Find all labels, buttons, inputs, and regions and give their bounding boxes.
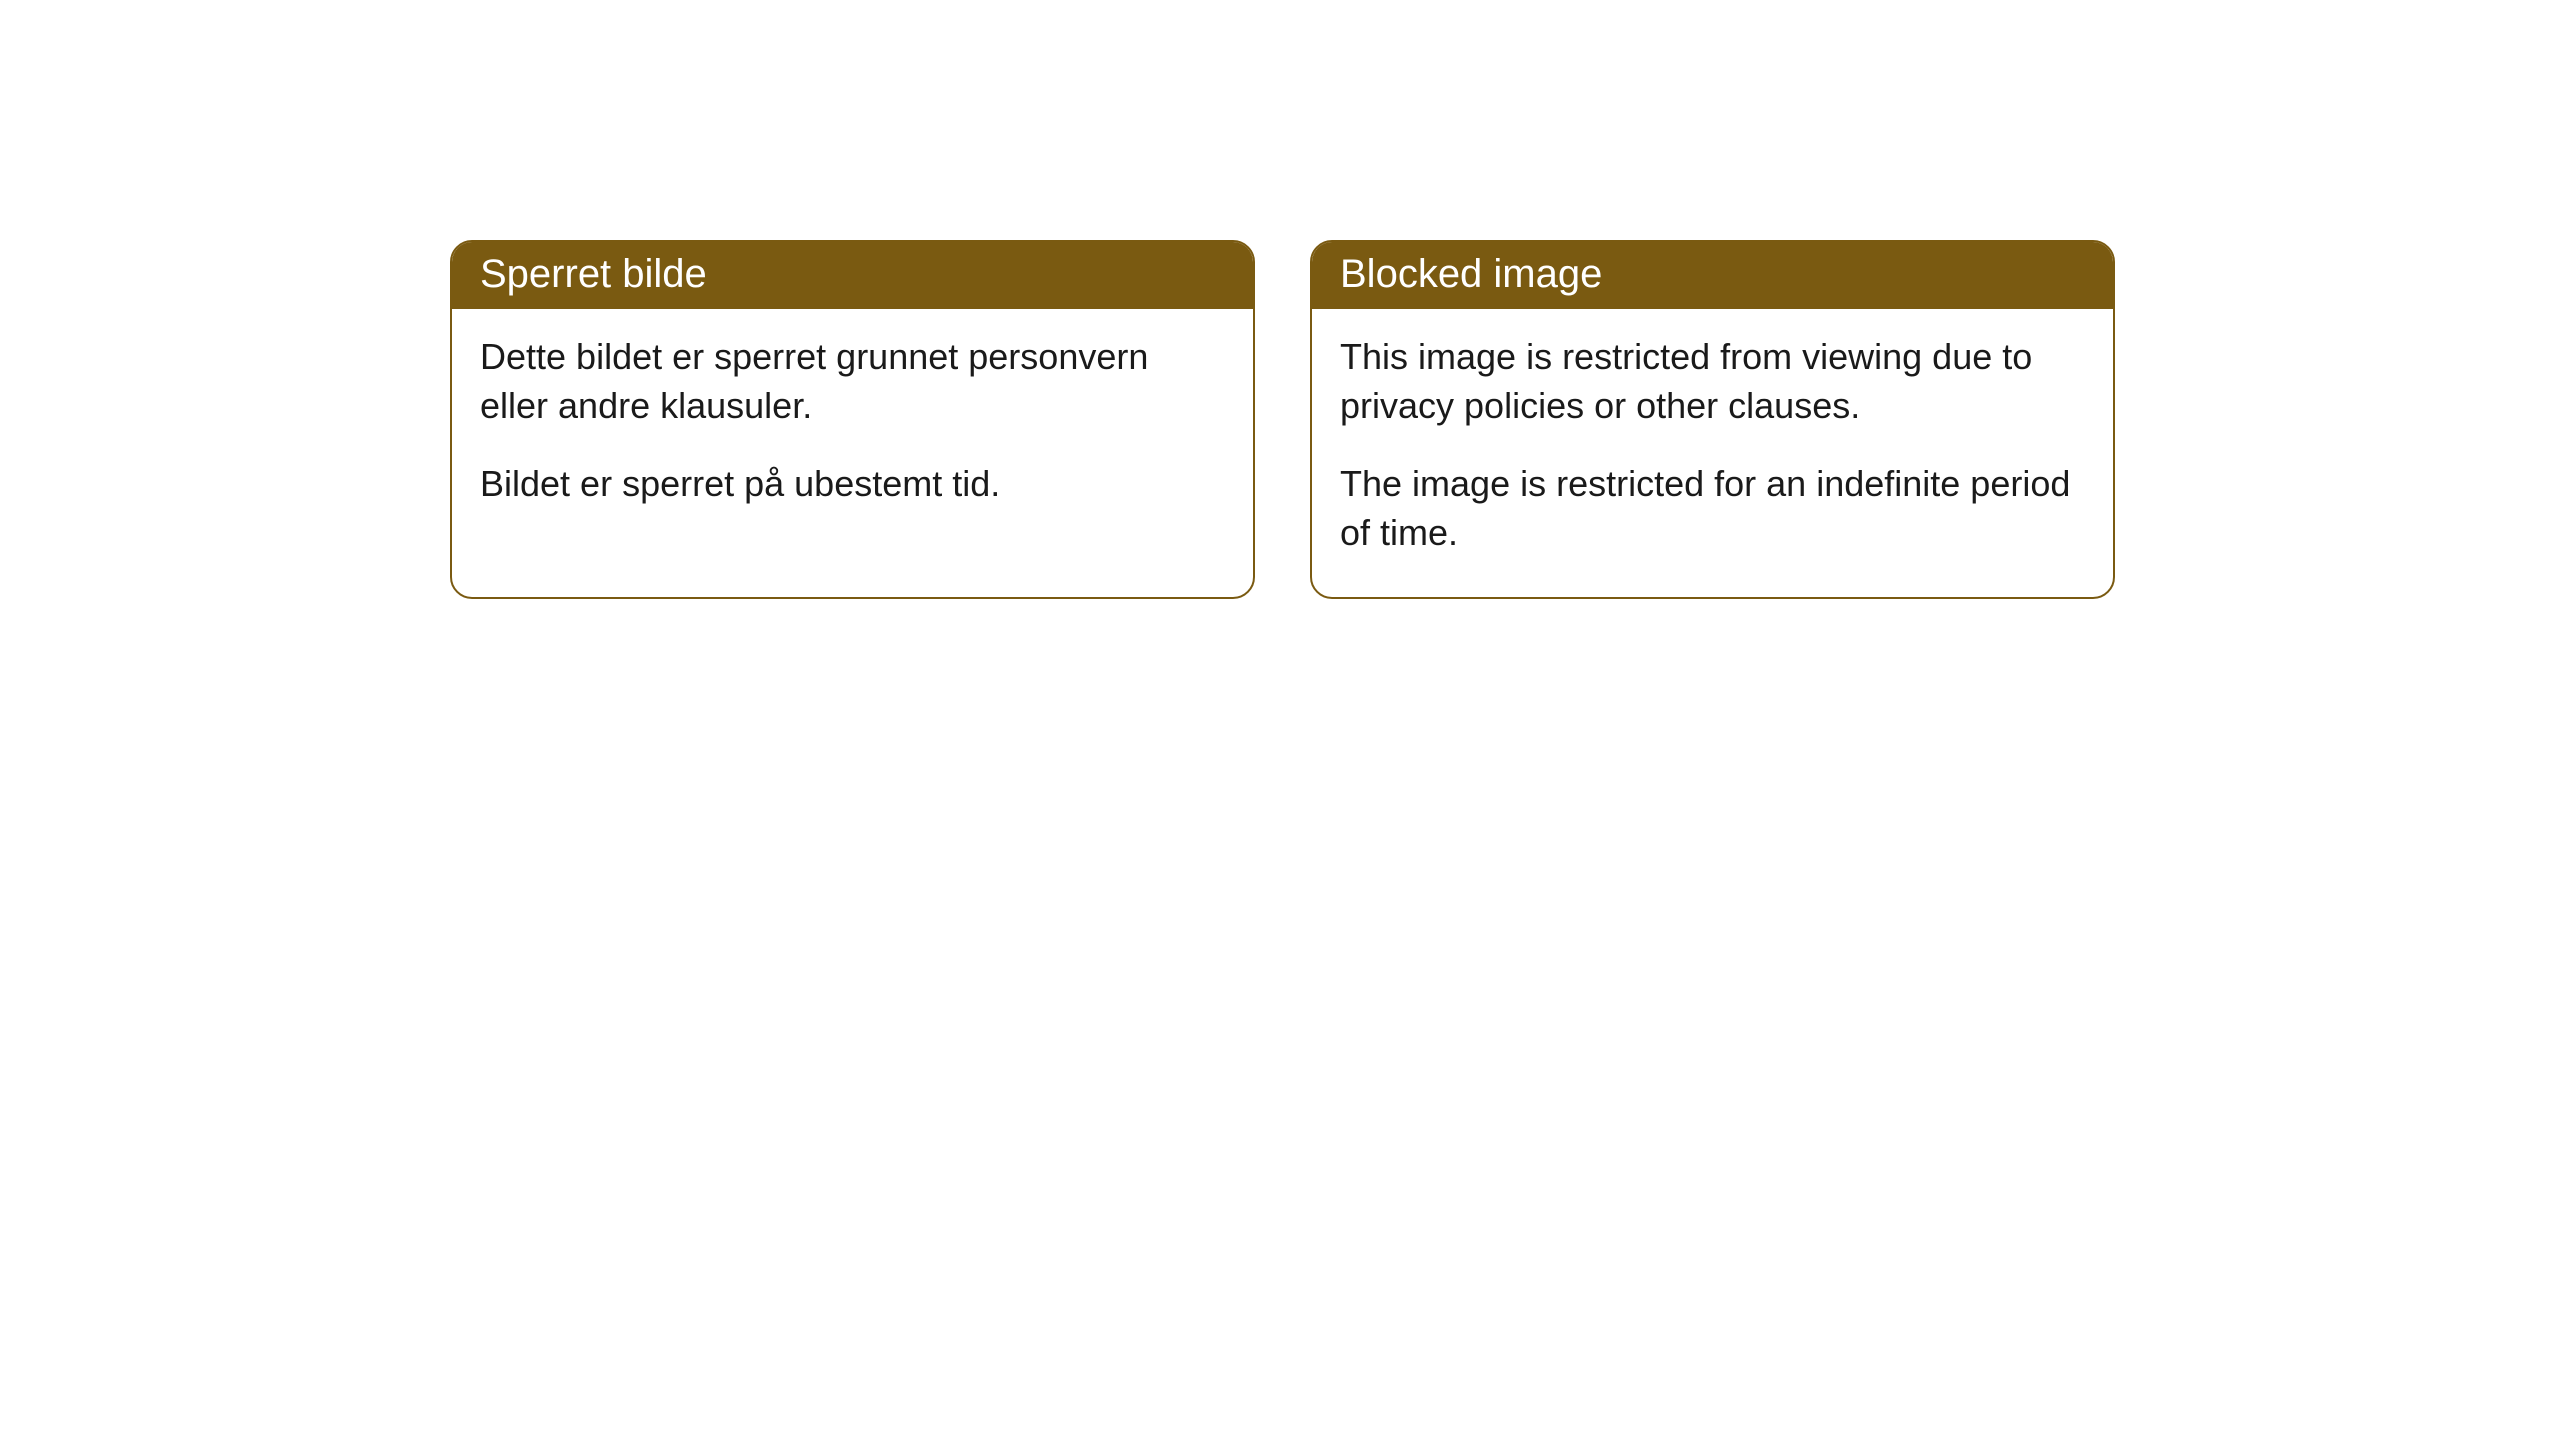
card-body-english: This image is restricted from viewing du… xyxy=(1312,309,2113,597)
notice-text-norwegian-1: Dette bildet er sperret grunnet personve… xyxy=(480,333,1225,430)
card-title-english: Blocked image xyxy=(1312,242,2113,309)
blocked-image-card-english: Blocked image This image is restricted f… xyxy=(1310,240,2115,599)
card-title-norwegian: Sperret bilde xyxy=(452,242,1253,309)
notice-text-english-1: This image is restricted from viewing du… xyxy=(1340,333,2085,430)
notice-text-norwegian-2: Bildet er sperret på ubestemt tid. xyxy=(480,460,1225,509)
blocked-image-card-norwegian: Sperret bilde Dette bildet er sperret gr… xyxy=(450,240,1255,599)
notice-text-english-2: The image is restricted for an indefinit… xyxy=(1340,460,2085,557)
card-body-norwegian: Dette bildet er sperret grunnet personve… xyxy=(452,309,1253,549)
notice-cards-container: Sperret bilde Dette bildet er sperret gr… xyxy=(0,0,2560,599)
